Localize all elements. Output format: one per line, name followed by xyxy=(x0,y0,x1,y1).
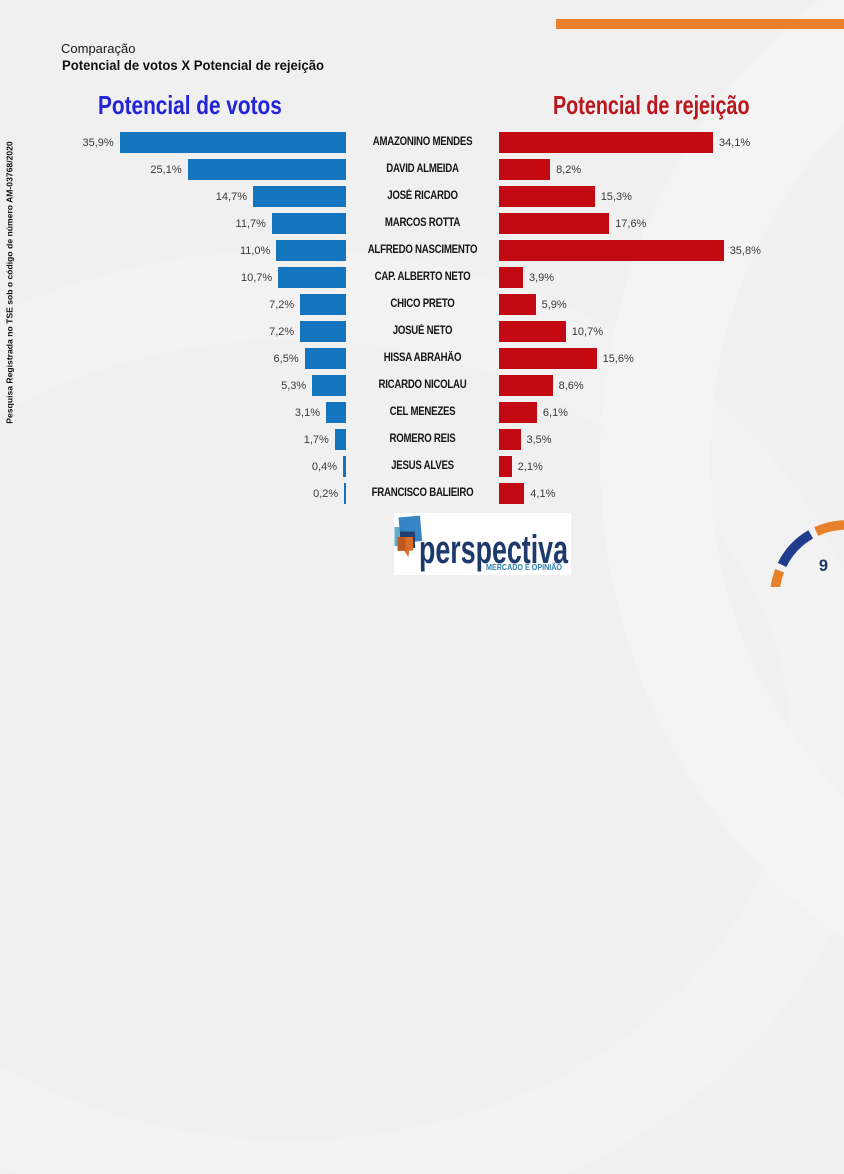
svg-text:perspectiva: perspectiva xyxy=(419,528,569,572)
svg-text:MERCADO E OPINIÃO: MERCADO E OPINIÃO xyxy=(486,563,562,572)
